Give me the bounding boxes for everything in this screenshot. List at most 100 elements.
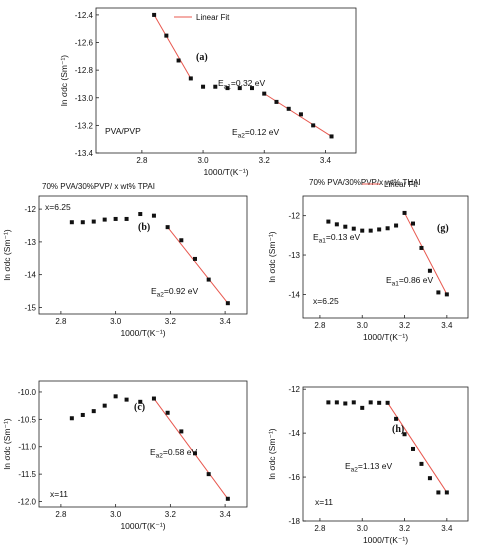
panel-label: (b)	[138, 222, 150, 233]
data-point	[113, 216, 118, 221]
fit-line	[404, 212, 448, 295]
panel-label: (g)	[437, 223, 449, 234]
data-point	[343, 224, 348, 229]
data-point	[444, 490, 449, 495]
data-point	[151, 396, 156, 401]
data-point	[343, 401, 348, 406]
annotation: Ea1=0.86 eV	[386, 275, 434, 288]
annotation-subscript: a1	[319, 238, 327, 245]
y-axis-label: ln σdc (Sm⁻¹)	[267, 231, 277, 282]
annotation-value: =0.32 eV	[231, 78, 266, 88]
annotation: x=11	[315, 497, 333, 507]
plot-frame	[302, 195, 469, 319]
data-point	[165, 410, 170, 415]
data-point	[385, 226, 390, 231]
data-point	[326, 219, 331, 224]
y-tick-label: -13	[288, 251, 300, 260]
data-point	[411, 446, 415, 451]
chart-panel-a: 2.8 3.0 3.2 3.4 -12.4 -12.6 -12.8 -13.0 -13.2 -13…	[59, 7, 357, 177]
x-tick-label: 3.4	[220, 317, 232, 326]
annotation-subscript: a1	[224, 84, 232, 91]
x-tick-label: 3.0	[110, 317, 122, 326]
data-point	[274, 99, 279, 104]
data-point	[436, 290, 441, 295]
annotation-base: E	[150, 447, 156, 457]
data-point	[206, 472, 211, 477]
plot-frame	[302, 386, 469, 522]
data-point	[193, 451, 197, 456]
data-point	[444, 292, 449, 297]
data-point	[69, 220, 74, 225]
annotation: x=6.25	[313, 296, 339, 306]
y-tick-label: -16	[288, 473, 300, 482]
data-point	[360, 228, 365, 233]
data-point	[360, 405, 365, 410]
plot-frame	[38, 195, 248, 315]
y-axis-label: ln σdc (Sm⁻¹)	[2, 229, 12, 280]
data-point	[113, 394, 118, 399]
data-point	[377, 400, 382, 405]
data-point	[326, 400, 331, 405]
y-tick-label: -12	[288, 212, 300, 221]
annotation: Ea2=0.58 eV	[150, 447, 198, 460]
annotation-value: =0.86 eV	[399, 275, 434, 285]
data-point	[237, 86, 242, 91]
annotation-subscript: a2	[238, 133, 246, 140]
annotation-base: E	[218, 78, 224, 88]
data-point	[80, 412, 85, 417]
annotation: Ea2=0.12 eV	[232, 127, 280, 140]
data-point	[124, 216, 129, 221]
annotation-base: E	[313, 232, 319, 242]
annotation-value: =0.58 eV	[163, 447, 198, 457]
data-point	[225, 86, 230, 91]
chart-panel-h: 2.8 3.0 3.2 3.4 -12 -14 -16 -18 1000/T(K⁻¹) ln σd…	[267, 385, 469, 545]
data-point	[91, 219, 96, 224]
annotation-subscript: a2	[157, 292, 165, 299]
data-point	[427, 268, 432, 273]
data-point	[385, 400, 390, 405]
plot-frame	[95, 7, 357, 154]
fit-line	[153, 398, 229, 500]
fit-line	[153, 14, 192, 79]
data-point	[176, 58, 181, 63]
x-axis-label: 1000/T(K⁻¹)	[120, 521, 165, 531]
data-point	[152, 12, 157, 17]
data-point	[262, 91, 267, 96]
y-tick-label: -14	[288, 290, 300, 299]
x-tick-label: 3.4	[441, 321, 453, 330]
chart-panel-c: 2.8 3.0 3.2 3.4 -10.0 -10.5 -11.0 -11.5 -12.0 100…	[2, 380, 248, 531]
data-point	[151, 213, 156, 218]
annotation-base: E	[345, 461, 351, 471]
data-point	[193, 256, 197, 261]
data-point	[436, 490, 441, 495]
data-point	[368, 400, 373, 405]
data-point	[377, 227, 382, 232]
x-axis-label: 1000/T(K⁻¹)	[363, 332, 408, 342]
data-point	[102, 403, 107, 408]
x-tick-label: 3.2	[399, 321, 411, 330]
y-tick-label: -12	[24, 205, 36, 214]
annotation-value: =1.13 eV	[358, 461, 393, 471]
data-point	[225, 496, 230, 501]
data-point	[138, 399, 143, 404]
fit-line	[167, 226, 229, 304]
y-tick-label: -13	[24, 238, 36, 247]
x-tick-label: 2.8	[314, 321, 326, 330]
panel-label: (h)	[392, 424, 404, 435]
chart-panel-g: 2.8 3.0 3.2 3.4 -12 -13 -14 1000/T(K⁻¹) ln σdc (…	[267, 178, 469, 342]
annotation: Ea2=0.92 eV	[151, 286, 199, 299]
y-axis-label: ln σdc (Sm⁻¹)	[267, 428, 277, 479]
annotation-subscript: a2	[351, 467, 359, 474]
annotation-base: E	[151, 286, 157, 296]
annotation-value: =0.13 eV	[326, 232, 361, 242]
y-tick-label: -10.5	[18, 415, 37, 424]
y-tick-label: -18	[288, 517, 300, 526]
y-tick-label: -12.6	[75, 39, 94, 48]
data-point	[80, 220, 85, 225]
data-point	[213, 84, 218, 89]
data-point	[368, 228, 373, 233]
data-point	[206, 277, 211, 282]
annotation: x=11	[50, 489, 68, 499]
data-point	[201, 84, 206, 89]
